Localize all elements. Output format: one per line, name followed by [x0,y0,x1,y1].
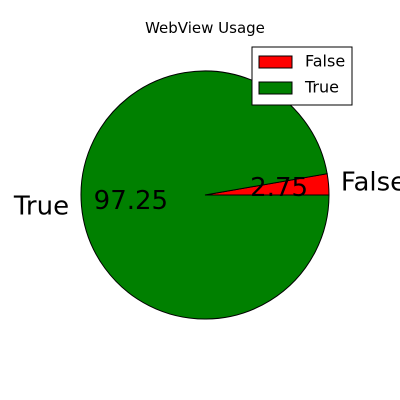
chart-title: WebView Usage [145,19,265,37]
legend-swatch-false [258,55,293,69]
pie-slices [80,70,330,320]
slice-value-true: 97.25 [94,186,168,216]
legend: False True [251,46,353,106]
slice-label-true: True [13,191,69,221]
legend-label-false: False [305,52,345,71]
legend-swatch-true [258,81,293,95]
legend-label-true: True [304,78,339,97]
pie-labels: False 2.75 True 97.25 [13,168,400,222]
slice-label-false: False [341,168,400,198]
legend-frame [251,46,353,106]
slice-value-false: 2.75 [250,173,308,203]
